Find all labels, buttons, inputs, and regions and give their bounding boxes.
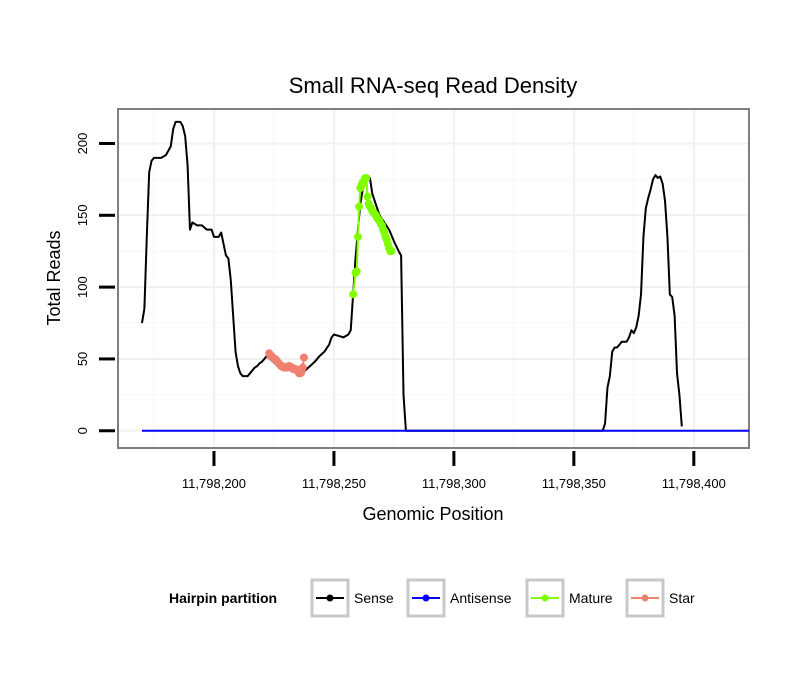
- data-point-mature: [353, 232, 362, 241]
- grid-lines: [118, 109, 749, 448]
- legend-label: Antisense: [450, 590, 512, 606]
- y-tick-label: 0: [75, 427, 90, 434]
- chart-title: Small RNA-seq Read Density: [289, 73, 578, 98]
- legend-label: Sense: [354, 590, 394, 606]
- legend-entry-sense: Sense: [310, 578, 394, 618]
- data-point-star: [298, 363, 307, 372]
- legend-label: Star: [669, 590, 695, 606]
- data-point-mature: [355, 202, 364, 211]
- plot-panel: [118, 109, 749, 448]
- legend-key-point: [326, 594, 334, 602]
- y-tick-label: 100: [75, 276, 90, 298]
- x-axis: 11,798,200 11,798,250 11,798,300 11,798,350…: [182, 451, 726, 491]
- x-tick-label: 11,798,350: [542, 476, 606, 491]
- series-sense: [141, 120, 683, 432]
- data-point-mature: [363, 192, 372, 201]
- data-point-mature: [352, 267, 361, 276]
- legend-title: Hairpin partition: [169, 590, 277, 606]
- x-tick-label: 11,798,250: [302, 476, 366, 491]
- x-axis-label: Genomic Position: [362, 504, 503, 524]
- x-tick-label: 11,798,400: [662, 476, 726, 491]
- y-axis: 0 50 100 150 200: [75, 133, 115, 434]
- series-star: [265, 349, 308, 378]
- legend-key-point: [541, 594, 549, 602]
- legend-key-point: [422, 594, 430, 602]
- x-tick-label: 11,798,300: [422, 476, 486, 491]
- y-tick-label: 150: [75, 204, 90, 226]
- legend-entry-mature: Mature: [525, 578, 613, 618]
- data-point-mature: [349, 290, 358, 299]
- data-point-mature: [387, 247, 396, 256]
- y-tick-label: 200: [75, 133, 90, 155]
- data-point-star: [299, 353, 308, 362]
- y-axis-label: Total Reads: [44, 230, 64, 325]
- legend-entry-star: Star: [625, 578, 695, 618]
- legend-label: Mature: [569, 590, 613, 606]
- plot-panel-border: [117, 108, 750, 449]
- legend-key-point: [641, 594, 649, 602]
- series-line-sense: [141, 120, 683, 432]
- x-tick-label: 11,798,200: [182, 476, 246, 491]
- series-layer: [141, 120, 749, 432]
- legend-entry-antisense: Antisense: [406, 578, 512, 618]
- y-tick-label: 50: [75, 352, 90, 366]
- legend: Hairpin partition Sense Antisense Mature St…: [169, 578, 695, 618]
- series-mature: [349, 173, 396, 299]
- data-point-mature: [362, 173, 371, 182]
